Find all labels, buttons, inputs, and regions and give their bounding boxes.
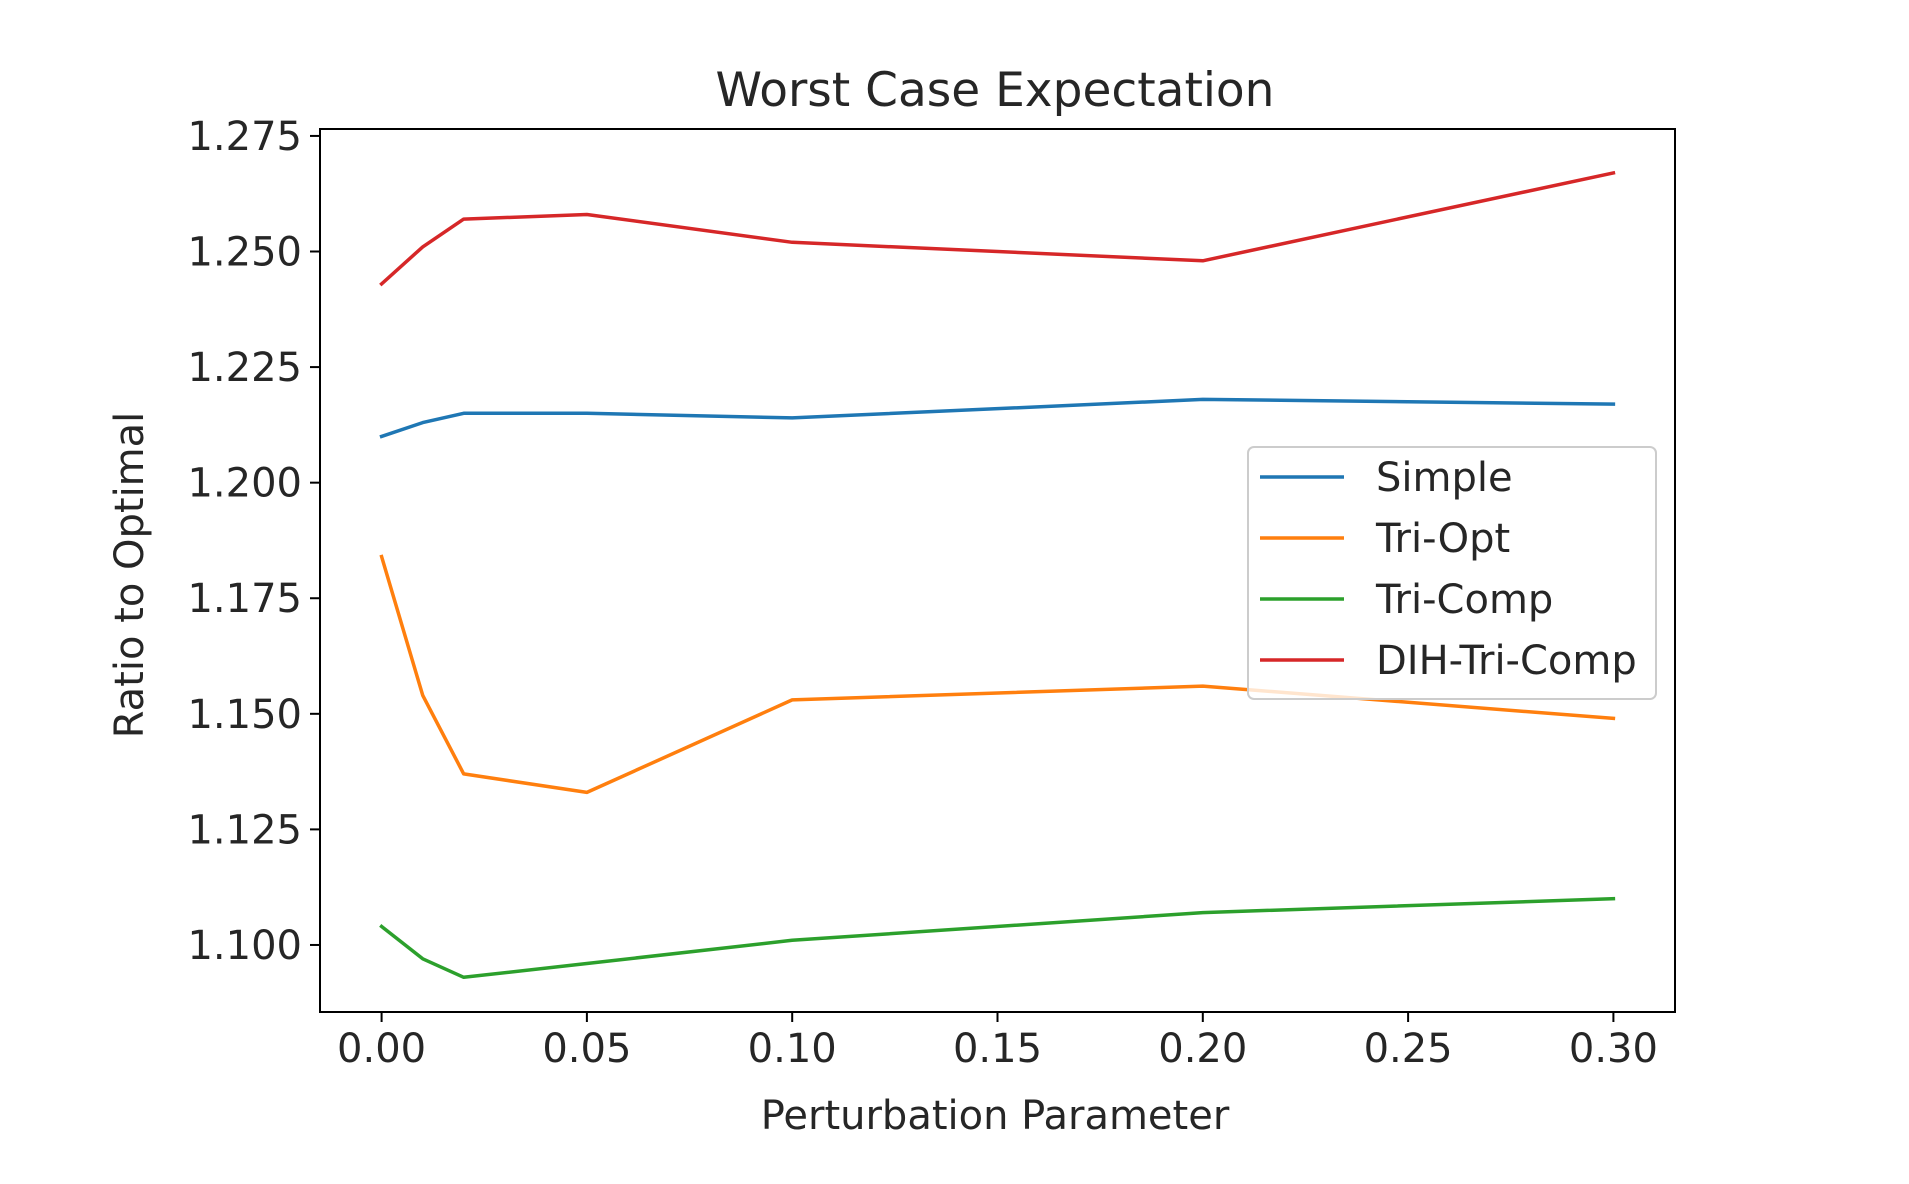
y-tick-label: 1.225 bbox=[187, 345, 302, 391]
series-line-dih-tri-comp bbox=[379, 170, 1616, 287]
x-axis: 0.00 0.05 0.10 0.15 0.20 0.25 0.30 bbox=[337, 1012, 1658, 1072]
series-line-tri-opt bbox=[379, 554, 1616, 795]
x-tick-label: 0.00 bbox=[337, 1026, 426, 1072]
x-tick-label: 0.20 bbox=[1158, 1026, 1247, 1072]
y-tick-label: 1.150 bbox=[187, 692, 302, 738]
y-axis-label: Ratio to Optimal bbox=[107, 412, 153, 739]
legend-label-simple: Simple bbox=[1376, 455, 1513, 501]
x-tick-label: 0.10 bbox=[748, 1026, 837, 1072]
y-tick-label: 1.275 bbox=[187, 114, 302, 160]
legend: Simple Tri-Opt Tri-Comp DIH-Tri-Comp bbox=[1247, 446, 1657, 700]
series-lines bbox=[379, 170, 1616, 980]
x-tick-label: 0.15 bbox=[953, 1026, 1042, 1072]
x-tick-label: 0.30 bbox=[1569, 1026, 1658, 1072]
chart-title: Worst Case Expectation bbox=[716, 63, 1275, 118]
plot-frame bbox=[319, 128, 1676, 1013]
series-line-simple bbox=[379, 397, 1616, 439]
legend-box bbox=[1247, 446, 1657, 700]
y-tick-label: 1.125 bbox=[187, 807, 302, 853]
y-tick-label: 1.200 bbox=[187, 461, 302, 507]
legend-label-tri-comp: Tri-Comp bbox=[1375, 577, 1553, 623]
y-tick-label: 1.175 bbox=[187, 576, 302, 622]
x-tick-label: 0.25 bbox=[1364, 1026, 1453, 1072]
legend-label-dih-tri-comp: DIH-Tri-Comp bbox=[1376, 638, 1637, 684]
y-axis: 1.100 1.125 1.150 1.175 1.200 1.225 1.250 1.275 bbox=[187, 114, 320, 969]
x-axis-label: Perturbation Parameter bbox=[761, 1093, 1230, 1139]
y-tick-label: 1.100 bbox=[187, 923, 302, 969]
x-tick-label: 0.05 bbox=[542, 1026, 631, 1072]
series-line-tri-comp bbox=[379, 896, 1616, 980]
y-tick-label: 1.250 bbox=[187, 230, 302, 276]
legend-label-tri-opt: Tri-Opt bbox=[1375, 516, 1510, 562]
